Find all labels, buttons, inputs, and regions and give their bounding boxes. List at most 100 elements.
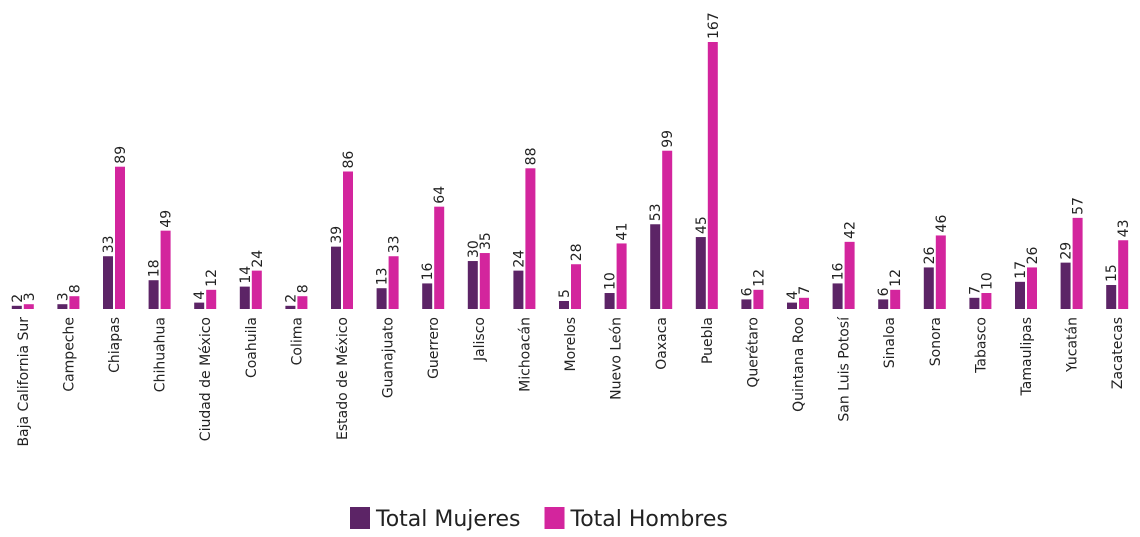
bar [1118, 240, 1129, 309]
data-label: 88 [523, 147, 539, 165]
data-label: 16 [420, 263, 436, 281]
bar [890, 289, 901, 309]
bar [1015, 281, 1025, 309]
bar [434, 206, 445, 309]
data-label: 53 [648, 203, 664, 221]
data-label: 43 [1116, 219, 1132, 237]
bar [206, 289, 217, 309]
data-label: 13 [375, 267, 391, 285]
bar [799, 297, 809, 309]
data-label: 45 [694, 216, 710, 234]
x-tick-label: Puebla [700, 317, 716, 364]
bar [513, 270, 524, 309]
x-tick-label: Jalisco [472, 317, 488, 362]
data-label: 39 [329, 226, 345, 244]
bar [878, 299, 889, 309]
x-tick-label: Chiapas [107, 317, 123, 373]
data-label: 16 [831, 263, 847, 281]
bar [115, 166, 125, 309]
bar [832, 283, 843, 309]
bar [787, 302, 797, 309]
bar [741, 299, 752, 309]
bar [467, 261, 478, 309]
legend-label: Total Mujeres [375, 507, 521, 532]
bar [981, 293, 992, 309]
x-tick-label: Oaxaca [654, 317, 670, 370]
x-tick-label: Quintana Roo [791, 317, 807, 412]
bar [69, 296, 80, 309]
bar [935, 235, 946, 309]
bar [194, 302, 205, 309]
x-tick-label: Zacatecas [1110, 317, 1126, 389]
data-label: 10 [603, 272, 619, 290]
x-tick-label: Ciudad de México [198, 317, 214, 441]
bar [571, 264, 581, 309]
x-tick-label: Tamaulipas [1019, 317, 1035, 396]
bar [251, 270, 262, 309]
x-tick-label: Guanajuato [381, 317, 397, 398]
x-tick-label: Guerrero [426, 317, 442, 379]
x-tick-label: Estado de México [335, 317, 351, 440]
data-label: 46 [934, 215, 950, 233]
bar [239, 286, 250, 309]
x-tick-label: Coahuila [244, 317, 260, 378]
data-label: 57 [1071, 197, 1087, 215]
bar [388, 256, 399, 309]
bar [376, 288, 387, 309]
bar [422, 283, 433, 309]
data-label: 28 [569, 243, 585, 261]
bar [604, 293, 615, 309]
data-label: 24 [250, 250, 266, 268]
bar [148, 280, 159, 309]
bar [707, 42, 718, 309]
x-tick-label: Morelos [563, 317, 579, 371]
x-tick-label: Baja California Sur [16, 317, 32, 447]
data-label: 7 [967, 286, 983, 295]
data-label: 33 [387, 235, 403, 253]
bar [11, 305, 22, 309]
data-label: 26 [922, 247, 938, 265]
x-tick-label: Querétaro [745, 317, 761, 388]
data-label: 89 [113, 146, 129, 164]
bar [650, 224, 661, 309]
bar [1060, 262, 1071, 309]
data-label: 86 [341, 151, 357, 169]
bar [525, 168, 536, 309]
data-label: 7 [797, 286, 813, 295]
data-label: 6 [739, 287, 755, 296]
data-label: 12 [751, 269, 767, 287]
data-label: 5 [557, 289, 573, 298]
data-label: 10 [979, 272, 995, 290]
bar [331, 246, 341, 309]
bar [695, 237, 706, 309]
bar [1106, 285, 1117, 309]
data-label: 4 [192, 291, 208, 300]
x-tick-label: Yucatán [1065, 317, 1081, 373]
x-tick-label: Campeche [61, 317, 77, 392]
bar [160, 230, 171, 309]
data-label: 2 [10, 294, 26, 303]
bar [1072, 217, 1083, 309]
data-label: 35 [478, 232, 494, 250]
legend-label: Total Hombres [570, 507, 728, 532]
x-tick-label: Colima [289, 317, 305, 365]
data-label: 49 [159, 210, 175, 228]
data-label: 26 [1025, 247, 1041, 265]
data-label: 3 [55, 292, 71, 301]
data-label: 18 [147, 259, 163, 277]
bar [753, 289, 764, 309]
data-label: 15 [1104, 264, 1120, 282]
data-label: 64 [432, 186, 448, 204]
data-label: 8 [295, 284, 311, 293]
data-label: 14 [238, 266, 254, 284]
data-label: 42 [843, 221, 859, 239]
data-label: 12 [888, 269, 904, 287]
data-label: 29 [1059, 242, 1075, 260]
data-label: 99 [660, 130, 676, 148]
data-label: 41 [615, 223, 631, 241]
data-label: 167 [706, 12, 722, 39]
data-label: 30 [466, 240, 482, 258]
x-tick-label: Chihuahua [153, 317, 169, 392]
x-tick-label: Michoacán [517, 317, 533, 392]
